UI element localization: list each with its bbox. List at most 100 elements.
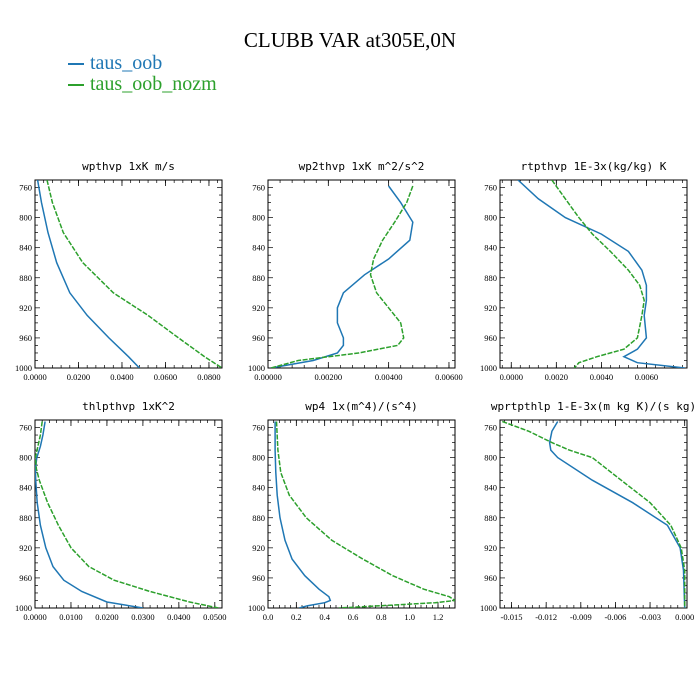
y-tick-label: 880 (19, 513, 32, 523)
panel-title: wprtpthlp 1-E-3x(m kg K)/(s kg) (491, 400, 696, 413)
legend-swatch-taus-oob-nozm (68, 84, 84, 87)
x-tick-label: 0.0000 (23, 372, 46, 382)
x-tick-label: 0.00000 (254, 372, 282, 382)
x-tick-label: 0.2 (291, 612, 302, 622)
x-tick-label: 0.00200 (315, 372, 343, 382)
x-tick-label: 0.0040 (590, 372, 613, 382)
x-tick-label: 0.0020 (545, 372, 568, 382)
series-line-taus-oob-nozm (46, 180, 222, 368)
y-tick-label: 880 (252, 273, 265, 283)
legend-item-taus-oob-nozm: taus_oob_nozm (68, 73, 217, 96)
x-tick-label: -0.012 (535, 612, 557, 622)
x-tick-label: 0.0800 (197, 372, 220, 382)
y-tick-label: 760 (19, 423, 32, 433)
panel-4: thlpthvp 1xK^2 760 800 840 880 920 960 10000.00… (15, 400, 226, 622)
y-tick-label: 840 (19, 243, 32, 253)
y-tick-label: 840 (19, 483, 32, 493)
y-tick-label: 760 (484, 183, 497, 193)
panel-5: wp4 1x(m^4)/(s^4)76080084088092096010000… (248, 400, 456, 622)
y-tick-label: 1000 (248, 603, 265, 613)
x-tick-label: 0.0200 (67, 372, 90, 382)
x-tick-label: 0.0300 (131, 612, 154, 622)
y-tick-label: 840 (484, 483, 497, 493)
panel-1: wpthvp 1xK m/s 760 800 840 880 920 960 10000.00… (15, 160, 223, 382)
x-tick-label: 0.0060 (635, 372, 658, 382)
series-line-taus-oob (548, 421, 686, 608)
y-tick-label: 840 (484, 243, 497, 253)
x-tick-label: 0.000 (675, 612, 694, 622)
series-line-taus-oob (270, 185, 414, 368)
y-tick-label: 1000 (480, 603, 497, 613)
y-tick-label: 760 (252, 183, 265, 193)
plot-frame (34, 179, 223, 369)
y-tick-label: 760 (252, 423, 265, 433)
x-tick-label: 0.6 (348, 612, 359, 622)
y-tick-label: 800 (19, 453, 32, 463)
y-tick-label: 1000 (15, 363, 32, 373)
y-tick-label: 1000 (15, 603, 32, 613)
x-tick-label: 0.0 (263, 612, 274, 622)
y-tick-label: 920 (19, 303, 32, 313)
x-tick-label: 1.0 (404, 612, 415, 622)
y-tick-label: 960 (484, 573, 497, 583)
y-tick-label: 920 (252, 303, 265, 313)
y-tick-label: 920 (484, 543, 497, 553)
x-tick-label: 0.0000 (500, 372, 523, 382)
x-tick-label: 0.0100 (59, 612, 82, 622)
x-tick-label: 0.0000 (23, 612, 46, 622)
plot-frame (267, 179, 456, 369)
x-tick-label: 0.0400 (167, 612, 190, 622)
y-tick-label: 920 (252, 543, 265, 553)
x-tick-label: 0.0500 (203, 612, 226, 622)
legend-label-taus-oob: taus_oob (90, 52, 163, 74)
legend-label-taus-oob-nozm: taus_oob_nozm (90, 73, 217, 95)
y-tick-label: 960 (19, 333, 32, 343)
x-tick-label: 0.0600 (154, 372, 177, 382)
series-line-taus-oob (517, 180, 685, 368)
y-tick-label: 880 (252, 513, 265, 523)
y-tick-label: 960 (252, 333, 265, 343)
y-tick-label: 960 (252, 573, 265, 583)
panel-title: wp2thvp 1xK m^2/s^2 (299, 160, 425, 173)
x-tick-label: 0.0400 (110, 372, 133, 382)
x-tick-label: -0.006 (604, 612, 626, 622)
plot-frame (499, 419, 688, 609)
y-tick-label: 800 (252, 213, 265, 223)
panel-2: wp2thvp 1xK m^2/s^2 760 800 840 880 920 960 100… (248, 160, 463, 382)
panel-title: thlpthvp 1xK^2 (82, 400, 175, 413)
y-tick-label: 920 (484, 303, 497, 313)
panel-title: wpthvp 1xK m/s (82, 160, 175, 173)
y-tick-label: 960 (19, 573, 32, 583)
y-tick-label: 880 (484, 273, 497, 283)
series-line-taus-oob-nozm (275, 421, 455, 608)
panel-6: wprtpthlp 1-E-3x(m kg K)/(s kg) 760 800 840… (480, 400, 696, 622)
x-tick-label: 0.0200 (95, 612, 118, 622)
panel-3: rtpthvp 1E-3x(kg/kg) K 760 800 840 880 920 960… (480, 160, 688, 382)
y-tick-label: 1000 (248, 363, 265, 373)
series-line-taus-oob (36, 180, 140, 368)
x-tick-label: 0.00600 (435, 372, 463, 382)
legend-item-taus-oob: taus_oob (68, 52, 162, 75)
series-line-taus-oob-nozm (35, 421, 219, 608)
y-tick-label: 840 (252, 243, 265, 253)
x-tick-label: -0.015 (501, 612, 523, 622)
panel-title: wp4 1x(m^4)/(s^4) (305, 400, 418, 413)
y-tick-label: 800 (252, 453, 265, 463)
y-tick-label: 760 (19, 183, 32, 193)
panel-title: rtpthvp 1E-3x(kg/kg) K (521, 160, 667, 173)
y-tick-label: 800 (484, 453, 497, 463)
y-tick-label: 960 (484, 333, 497, 343)
y-tick-label: 840 (252, 483, 265, 493)
x-tick-label: 0.8 (376, 612, 387, 622)
x-tick-label: 0.4 (319, 612, 330, 622)
x-tick-label: -0.009 (570, 612, 592, 622)
y-tick-label: 920 (19, 543, 32, 553)
x-tick-label: -0.003 (639, 612, 661, 622)
series-line-taus-oob-nozm (270, 185, 414, 368)
y-tick-label: 760 (484, 423, 497, 433)
y-tick-label: 880 (484, 513, 497, 523)
plot-frame (499, 179, 688, 369)
y-tick-label: 800 (19, 213, 32, 223)
chart-title: CLUBB VAR at305E,0N (243, 28, 457, 52)
